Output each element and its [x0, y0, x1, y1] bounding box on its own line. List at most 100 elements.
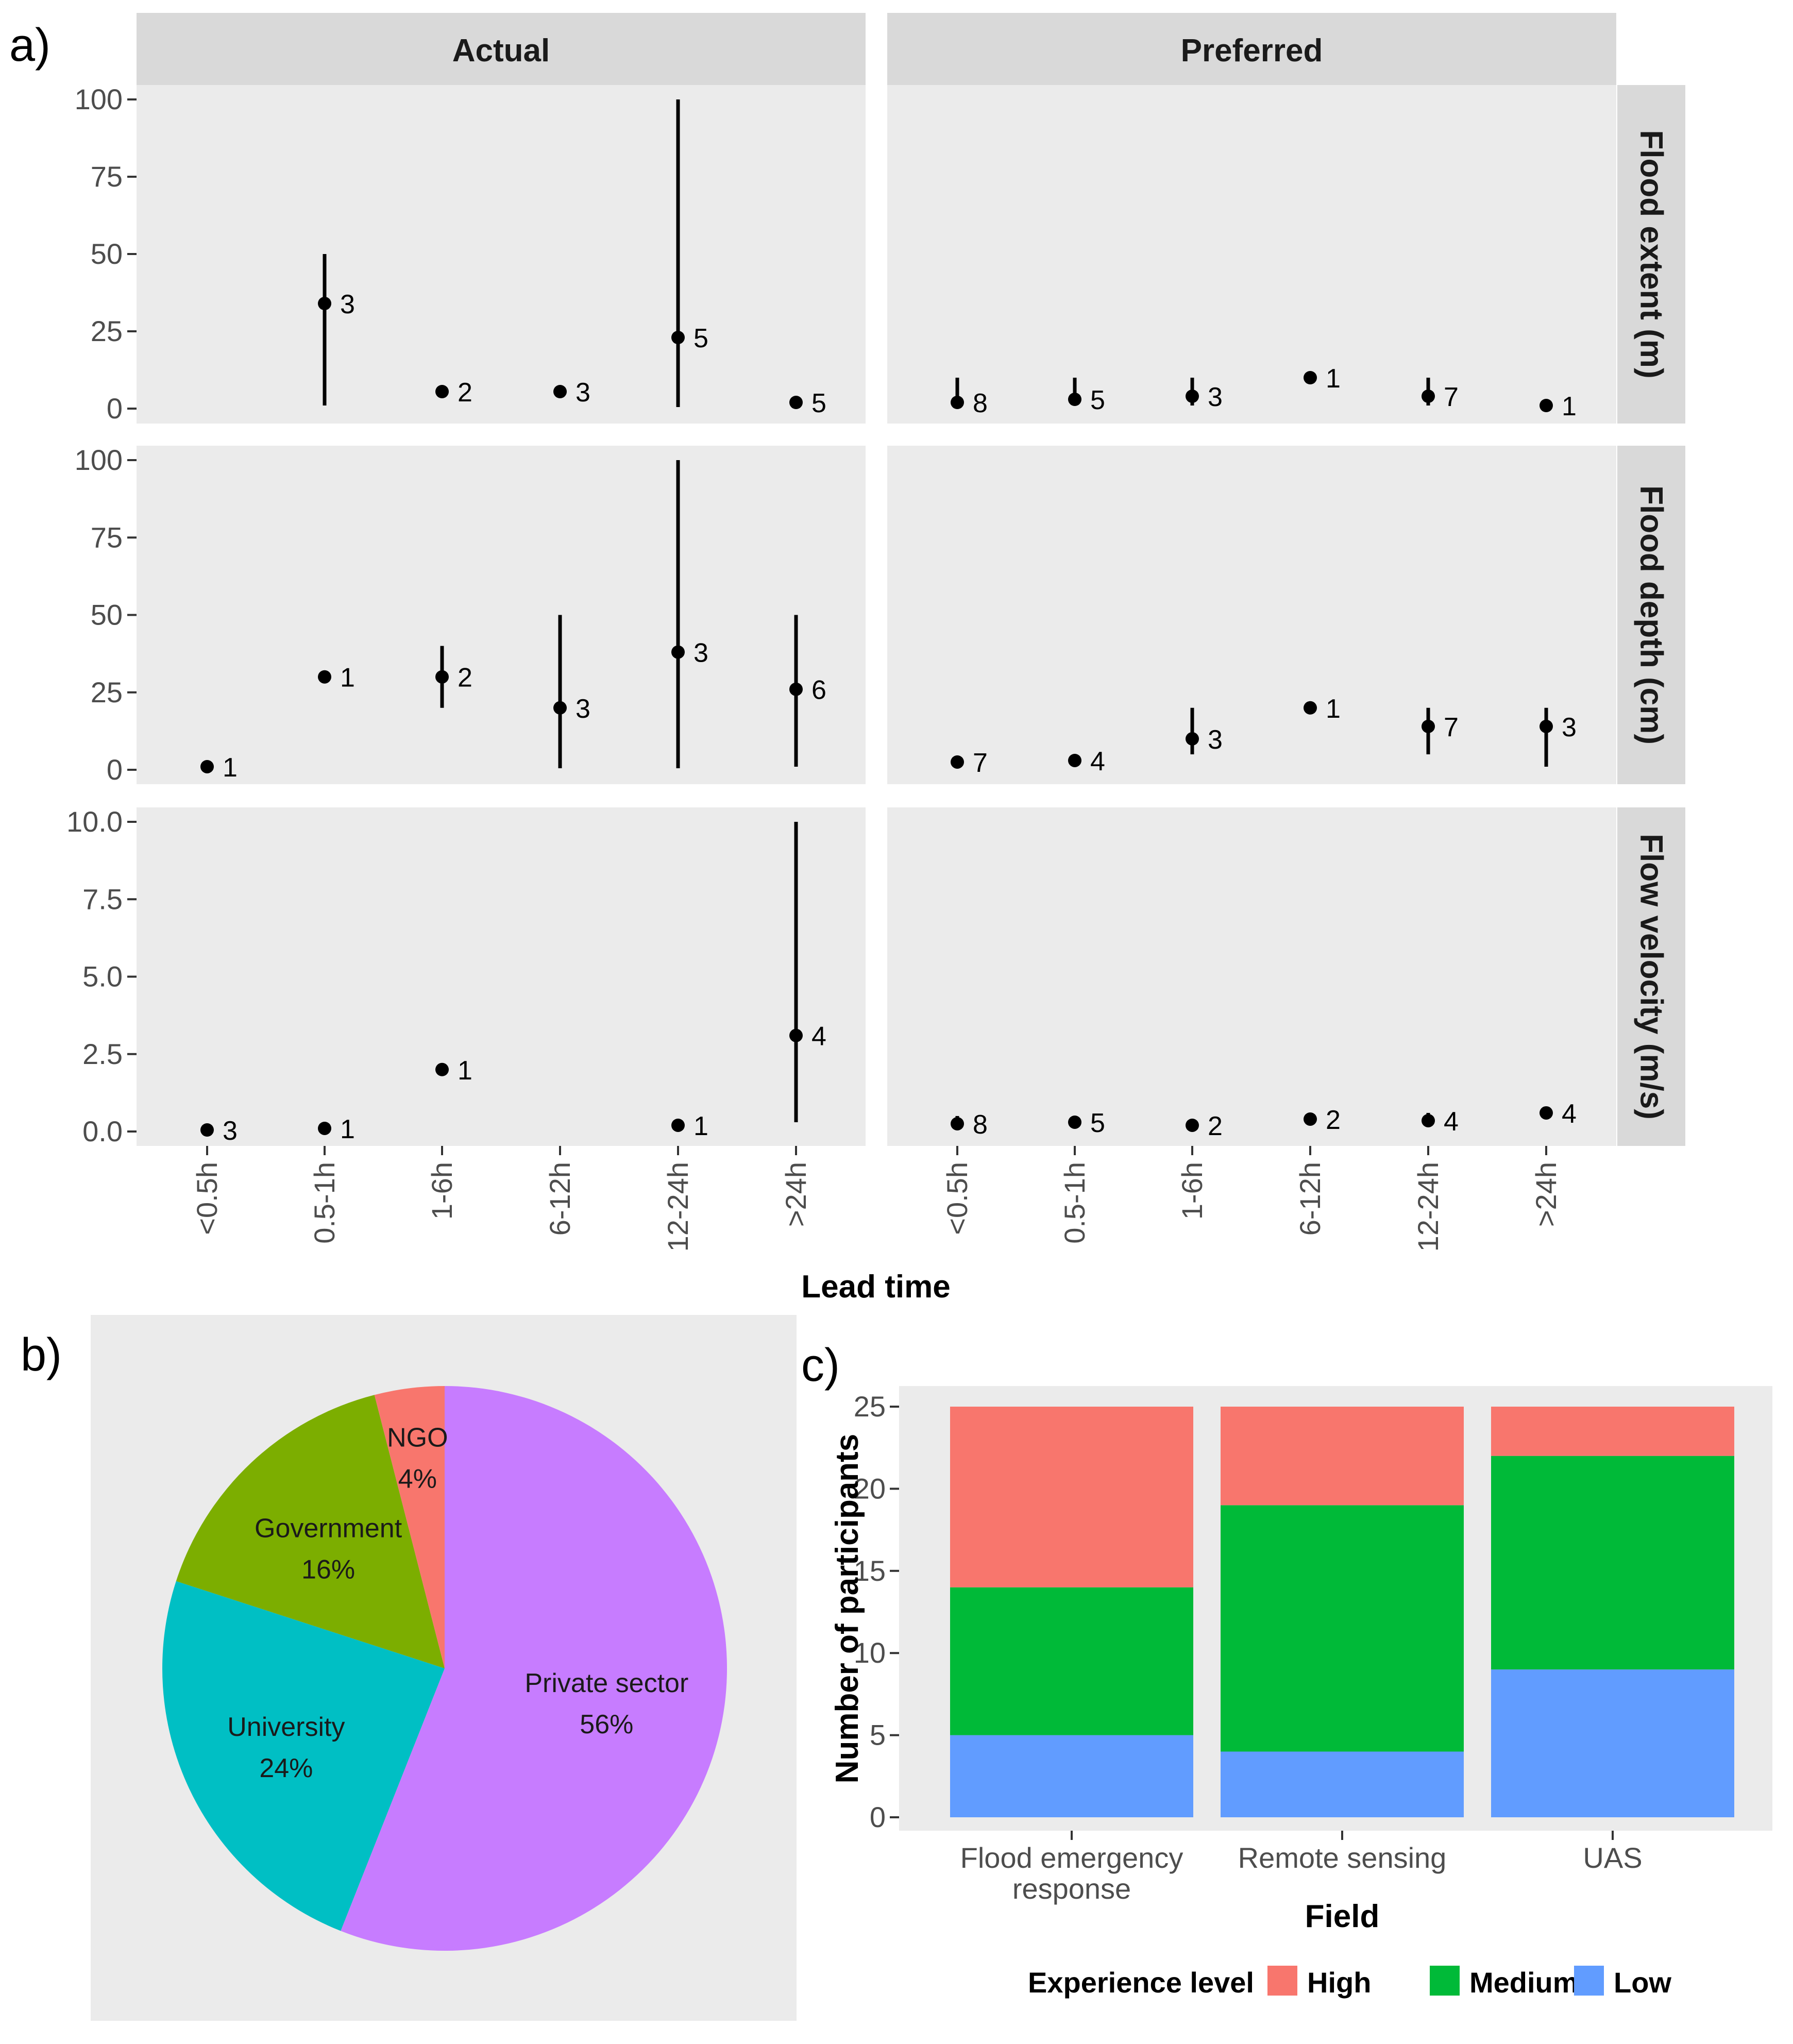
count-label: 1	[1326, 364, 1341, 394]
y-tick-label: 5	[870, 1719, 886, 1751]
data-point	[671, 645, 685, 659]
count-label: 6	[811, 675, 826, 705]
count-label: 7	[1444, 382, 1459, 412]
data-point	[1422, 390, 1435, 403]
data-point	[951, 755, 964, 769]
x-tick-label: 6-12h	[1294, 1162, 1326, 1236]
y-tick-label: 0	[107, 392, 123, 425]
count-label: 3	[1562, 713, 1577, 742]
count-label: 5	[1090, 385, 1105, 415]
y-tick-label: 7.5	[82, 883, 123, 915]
data-point	[435, 1062, 449, 1076]
data-point	[671, 1118, 685, 1132]
count-label: 1	[340, 1114, 355, 1144]
data-point	[789, 396, 803, 409]
pie-label-ngo: NGO	[387, 1423, 448, 1452]
legend-label-low: Low	[1614, 1966, 1671, 1999]
panel-label-c: c)	[801, 1340, 840, 1391]
data-point	[671, 331, 685, 344]
legend-swatch-medium	[1430, 1966, 1460, 1996]
x-tick-label: <0.5h	[191, 1162, 223, 1235]
x-tick-label: 12-24h	[1412, 1162, 1444, 1252]
x-tick-label: Remote sensing	[1238, 1842, 1447, 1874]
data-point	[1422, 1113, 1435, 1127]
count-label: 3	[576, 378, 590, 408]
x-tick-label: 0.5-1h	[1058, 1162, 1091, 1244]
legend-title: Experience level	[1028, 1966, 1254, 1999]
count-label: 1	[1326, 694, 1341, 724]
count-label: 4	[811, 1022, 826, 1052]
panel-label-b: b)	[21, 1329, 62, 1381]
legend: Experience level High Medium Low	[1028, 1966, 1671, 1999]
count-label: 3	[340, 290, 355, 319]
pie-label-private-sector: Private sector	[525, 1668, 688, 1698]
pie-slice-private-sector	[341, 1386, 727, 1951]
panel-b-pie-chart: Private sector 56% University 24% Government…	[91, 1315, 797, 2021]
legend-swatch-low	[1574, 1966, 1604, 1996]
count-label: 7	[1444, 713, 1459, 742]
count-label: 4	[1444, 1107, 1459, 1137]
bar-segment-medium-uas	[1491, 1456, 1734, 1670]
bar-segment-medium-remote-sensing	[1221, 1505, 1464, 1752]
bar-segment-high-uas	[1491, 1407, 1734, 1456]
count-label: 3	[1208, 725, 1223, 755]
data-point	[200, 759, 214, 773]
count-label: 4	[1090, 747, 1105, 776]
legend-label-medium: Medium	[1469, 1966, 1579, 1999]
count-label: 1	[1562, 392, 1577, 421]
data-point	[1186, 1118, 1199, 1132]
x-tick-label: UAS	[1583, 1842, 1642, 1874]
bar-segment-low-uas	[1491, 1669, 1734, 1817]
x-tick-label: 0.5-1h	[308, 1162, 341, 1244]
count-label: 8	[973, 388, 988, 418]
data-point	[1540, 399, 1553, 412]
x-axis-title: Field	[1305, 1899, 1380, 1934]
y-tick-label: 75	[91, 160, 123, 193]
facet-strip-label-flood-extent-m: Flood extent (m)	[1634, 130, 1669, 378]
facet-panel-flow-velocity-m-s-preferred	[887, 807, 1616, 1146]
y-tick-label: 75	[91, 521, 123, 553]
facet-strip-label-flood-depth-cm: Flood depth (cm)	[1634, 485, 1669, 745]
x-tick-label: <0.5h	[941, 1162, 973, 1235]
data-point	[1068, 393, 1081, 406]
data-point	[1186, 732, 1199, 746]
bar-segment-medium-flood-emergency-response	[950, 1587, 1193, 1735]
data-point	[951, 396, 964, 409]
count-label: 5	[693, 324, 708, 353]
facet-strip-label-preferred: Preferred	[1181, 33, 1323, 69]
pie-slice-university	[162, 1581, 445, 1931]
x-tick-label: 12-24h	[662, 1162, 694, 1252]
x-tick-label: 1-6h	[426, 1162, 458, 1220]
y-tick-label: 5.0	[82, 960, 123, 993]
data-point	[318, 297, 331, 310]
count-label: 2	[1208, 1111, 1223, 1141]
facet-panel-flow-velocity-m-s-actual	[137, 807, 866, 1146]
pie-slice-government	[176, 1395, 445, 1668]
facet-panel-flood-depth-cm-actual	[137, 446, 866, 784]
count-label: 1	[458, 1056, 472, 1086]
data-point	[1304, 371, 1317, 384]
count-label: 1	[340, 663, 355, 693]
pie-percent-university: 24%	[259, 1753, 313, 1783]
x-axis-title: Lead time	[801, 1269, 950, 1305]
bar-segment-high-flood-emergency-response	[950, 1407, 1193, 1587]
y-tick-label: 20	[854, 1472, 886, 1505]
y-tick-label: 10	[854, 1636, 886, 1669]
data-point	[200, 1123, 214, 1137]
data-point	[318, 1121, 331, 1135]
data-point	[435, 385, 449, 398]
y-tick-label: 100	[75, 83, 123, 115]
facet-strip-label-actual: Actual	[452, 33, 550, 69]
x-tick-label: Flood emergency	[960, 1842, 1183, 1874]
count-label: 2	[458, 378, 472, 408]
count-label: 2	[458, 663, 472, 693]
data-point	[553, 701, 567, 715]
y-tick-label: 100	[75, 444, 123, 476]
count-label: 8	[973, 1110, 988, 1140]
bar-segment-low-flood-emergency-response	[950, 1735, 1193, 1817]
y-tick-label: 15	[854, 1555, 886, 1587]
pie-label-government: Government	[255, 1513, 402, 1543]
pie-percent-government: 16%	[301, 1555, 355, 1584]
count-label: 5	[811, 388, 826, 418]
